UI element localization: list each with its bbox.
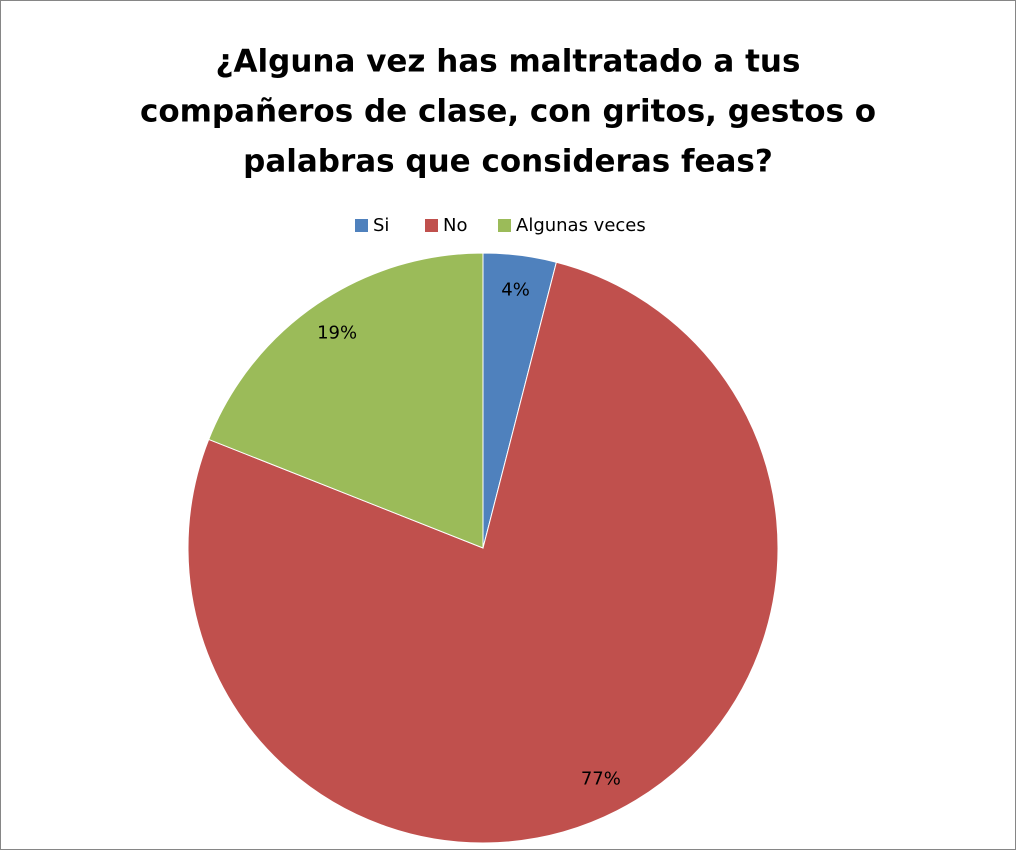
pie-slice (208, 252, 484, 549)
legend-label: No (443, 215, 467, 236)
chart-title: palabras que consideras feas? (243, 144, 773, 180)
legend-swatch (425, 219, 438, 232)
legend-label: Algunas veces (516, 215, 646, 236)
data-label: 4% (501, 279, 530, 300)
pie-slice (187, 261, 779, 844)
data-label: 19% (317, 322, 357, 343)
legend-swatch (498, 219, 511, 232)
chart-title: compañeros de clase, con gritos, gestos … (140, 94, 876, 130)
legend-swatch (355, 219, 368, 232)
legend-label: Si (373, 215, 389, 236)
data-label: 77% (581, 768, 621, 789)
chart-title: ¿Alguna vez has maltratado a tus (216, 44, 801, 80)
